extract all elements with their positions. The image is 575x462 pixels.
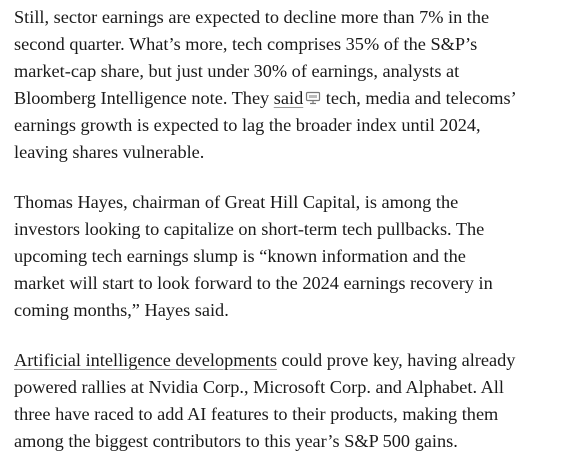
paragraph: Artificial intelligence developments cou… (14, 347, 575, 455)
text-line: market will start to look forward to the… (14, 270, 575, 297)
text-span: Bloomberg Intelligence note. They (14, 88, 274, 108)
text-line: Artificial intelligence developments cou… (14, 347, 575, 374)
text-line: leaving shares vulnerable. (14, 139, 575, 166)
text-line: market-cap share, but just under 30% of … (14, 58, 575, 85)
text-line: among the biggest contributors to this y… (14, 428, 575, 455)
text-line: Still, sector earnings are expected to d… (14, 4, 575, 31)
text-line: second quarter. What’s more, tech compri… (14, 31, 575, 58)
text-line: investors looking to capitalize on short… (14, 216, 575, 243)
text-span: could prove key, having already (276, 350, 516, 370)
text-span: among the biggest contributors to this y… (14, 431, 458, 451)
link-icon[interactable] (305, 91, 321, 105)
text-span: earnings growth is expected to lag the b… (14, 115, 481, 135)
text-span: Still, sector earnings are expected to d… (14, 7, 490, 27)
text-line: three have raced to add AI features to t… (14, 401, 575, 428)
text-span: upcoming tech earnings slump is “known i… (14, 246, 466, 266)
text-line: Bloomberg Intelligence note. They said t… (14, 85, 575, 112)
text-span: market will start to look forward to the… (14, 273, 493, 293)
text-span: powered rallies at Nvidia Corp., Microso… (14, 377, 504, 397)
text-line: upcoming tech earnings slump is “known i… (14, 243, 575, 270)
text-span: market-cap share, but just under 30% of … (14, 61, 460, 81)
text-span: coming months,” Hayes said. (14, 300, 229, 320)
text-span: second quarter. What’s more, tech compri… (14, 34, 478, 54)
text-span: leaving shares vulnerable. (14, 142, 205, 162)
paragraph: Thomas Hayes, chairman of Great Hill Cap… (14, 189, 575, 324)
paragraph: Still, sector earnings are expected to d… (14, 4, 575, 166)
text-span: three have raced to add AI features to t… (14, 404, 499, 424)
text-span: Thomas Hayes, chairman of Great Hill Cap… (14, 192, 459, 212)
link[interactable]: Artificial intelligence developments (14, 350, 277, 370)
text-span: investors looking to capitalize on short… (14, 219, 485, 239)
text-line: coming months,” Hayes said. (14, 297, 575, 324)
text-line: earnings growth is expected to lag the b… (14, 112, 575, 139)
text-line: powered rallies at Nvidia Corp., Microso… (14, 374, 575, 401)
link[interactable]: said (273, 88, 304, 108)
text-line: Thomas Hayes, chairman of Great Hill Cap… (14, 189, 575, 216)
text-span: tech, media and telecoms’ (321, 88, 517, 108)
